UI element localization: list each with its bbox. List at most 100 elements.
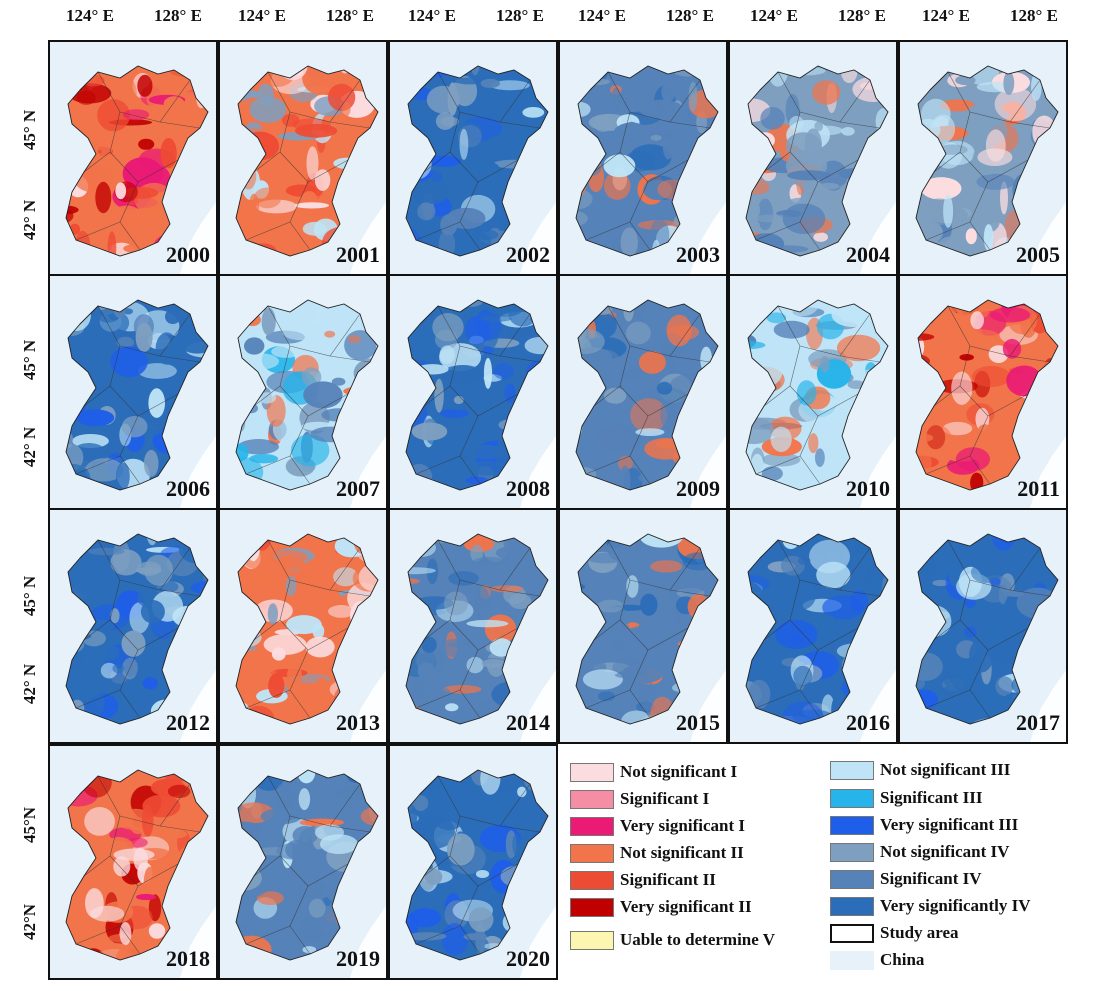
raster-blotch (817, 182, 840, 190)
raster-blotch (406, 415, 407, 428)
raster-blotch (493, 363, 514, 380)
raster-blotch (85, 458, 124, 482)
admin-boundary (83, 855, 111, 877)
raster-blotch (587, 162, 605, 193)
raster-blotch (329, 681, 355, 698)
map-svg (405, 769, 556, 978)
admin-boundary (449, 815, 519, 887)
raster-blotch (184, 405, 208, 436)
raster-blotch (942, 421, 973, 436)
admin-boundary (607, 305, 701, 357)
raster-blotch (406, 773, 423, 795)
raster-blotch (782, 534, 800, 550)
raster-blotch (916, 705, 934, 724)
raster-blotch (1002, 338, 1022, 359)
raster-blotch (621, 77, 651, 110)
legend-item: Significant II (570, 868, 716, 892)
raster-blotch (107, 231, 117, 256)
admin-boundary (159, 825, 201, 833)
raster-blotch (246, 534, 261, 562)
map-panel-2015: 2015 (558, 508, 728, 744)
raster-blotch (410, 534, 447, 540)
raster-blotch (819, 437, 838, 445)
raster-layer (916, 300, 1058, 490)
raster-layer (406, 66, 548, 256)
raster-blotch (406, 932, 447, 941)
raster-blotch (597, 599, 624, 613)
raster-blotch (746, 98, 771, 123)
raster-blotch (529, 410, 548, 431)
map-panel-2010: 2010 (728, 274, 898, 510)
admin-boundary (415, 925, 461, 945)
raster-blotch (619, 465, 631, 490)
raster-blotch (806, 190, 849, 200)
raster-blotch (685, 434, 718, 444)
raster-blotch (990, 307, 1031, 323)
raster-blotch (411, 679, 424, 700)
admin-boundary (75, 689, 121, 709)
map-svg (575, 299, 726, 508)
raster-blotch (88, 547, 125, 556)
raster-blotch (455, 534, 497, 542)
raster-blotch (66, 717, 87, 724)
sea-area (860, 202, 896, 274)
raster-blotch (443, 685, 482, 694)
raster-blotch (577, 170, 587, 195)
raster-blotch (828, 425, 853, 437)
study-area-outline (405, 299, 549, 491)
raster-blotch (964, 597, 976, 608)
raster-blotch (524, 438, 534, 460)
raster-blotch (974, 534, 1003, 535)
raster-blotch (450, 66, 464, 76)
raster-blotch (66, 835, 84, 860)
raster-blotch (303, 381, 343, 409)
map-svg (575, 533, 726, 742)
raster-blotch (172, 631, 208, 639)
raster-blotch (1006, 365, 1043, 397)
raster-blotch (415, 334, 441, 357)
raster-blotch (679, 578, 705, 595)
raster-blotch (360, 807, 378, 826)
sea-area (690, 202, 726, 274)
raster-blotch (236, 580, 244, 597)
sea-area (860, 670, 896, 742)
raster-blotch (454, 77, 486, 85)
map-svg (65, 533, 216, 742)
raster-blotch (1028, 534, 1040, 537)
admin-boundary (437, 775, 531, 827)
admin-boundary (245, 455, 291, 475)
legend-label: Significant III (880, 788, 983, 807)
year-label: 2004 (846, 242, 890, 267)
admin-boundary (279, 815, 349, 887)
raster-blotch (972, 683, 990, 694)
study-area-outline (745, 533, 889, 725)
raster-blotch (112, 300, 127, 318)
raster-blotch (786, 579, 817, 610)
raster-blotch (451, 710, 473, 724)
admin-boundary (585, 455, 631, 475)
raster-blotch (260, 808, 302, 825)
raster-blotch (789, 66, 826, 76)
raster-blotch (972, 164, 986, 175)
raster-blotch (240, 163, 257, 190)
raster-blotch (480, 315, 512, 322)
raster-blotch (853, 534, 888, 542)
raster-blotch (508, 593, 532, 610)
admin-boundary (437, 305, 531, 357)
map-panel-2009: 2009 (558, 274, 728, 510)
admin-boundary (109, 111, 179, 183)
raster-blotch (916, 66, 931, 90)
raster-blotch (750, 453, 765, 487)
raster-blotch (516, 676, 545, 684)
raster-blotch (236, 947, 260, 960)
raster-blotch (590, 588, 626, 597)
raster-blotch (932, 579, 950, 587)
map-panel-2004: 2004 (728, 40, 898, 276)
raster-blotch (1000, 181, 1008, 215)
map-panel-2012: 2012 (48, 508, 218, 744)
raster-blotch (143, 866, 157, 900)
raster-blotch (576, 300, 605, 306)
raster-blotch (916, 399, 932, 409)
raster-blotch (331, 377, 346, 386)
admin-boundary (789, 345, 859, 417)
